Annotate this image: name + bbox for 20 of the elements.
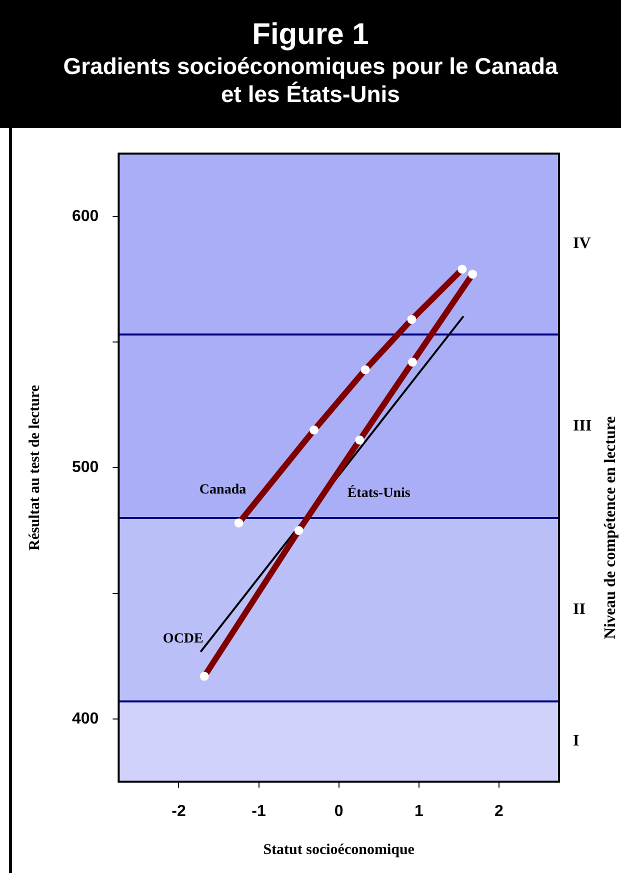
x-tick-label: 2 — [494, 802, 504, 820]
x-axis-title: Statut socioéconomique — [263, 842, 415, 858]
x-tick-label: 0 — [334, 802, 344, 820]
chart-title: Figure 1 — [251, 18, 370, 52]
series-label: OCDE — [162, 632, 204, 647]
chart-subtitle: Gradients socioéconomiques pour le Canada et les États-Unis — [62, 52, 559, 108]
y-tick-label: 500 — [72, 459, 99, 476]
y2-axis-title: Niveau de compétence en lecture — [602, 416, 620, 640]
band-label: I — [573, 732, 580, 750]
x-tick-label: -1 — [252, 802, 266, 820]
y-tick-label: 400 — [72, 710, 99, 728]
band-label: II — [573, 600, 586, 618]
y-axis-title: Résultat au test de lecture — [26, 384, 43, 550]
y-tick-label: 600 — [72, 208, 99, 225]
series-label: États-Unis — [347, 484, 411, 502]
x-tick-label: -2 — [172, 802, 186, 820]
x-tick-label: 1 — [414, 802, 424, 820]
band-label: III — [573, 417, 592, 434]
series-label: Canada — [199, 482, 246, 498]
band-label: IV — [573, 235, 592, 252]
